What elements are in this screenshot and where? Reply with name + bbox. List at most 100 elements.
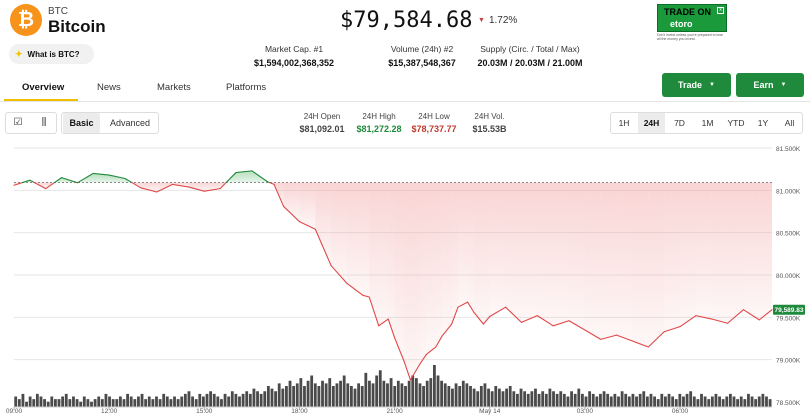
volume-bar bbox=[429, 378, 433, 407]
volume-bar bbox=[541, 391, 545, 407]
price-segment-up bbox=[108, 174, 126, 180]
red-area-segment bbox=[140, 182, 157, 193]
ohlc-value: $81,092.01 bbox=[299, 124, 345, 134]
red-area-segment bbox=[584, 182, 601, 340]
current-price-tag-label: 79,589.83 bbox=[775, 307, 804, 314]
etoro-ad[interactable]: TRADE ON etoro x Don't invest unless you… bbox=[657, 4, 727, 42]
volume-bar bbox=[750, 396, 754, 407]
volume-bar bbox=[689, 391, 693, 407]
volume-bar bbox=[490, 391, 494, 407]
volume-bar bbox=[443, 383, 447, 407]
ad-close-icon[interactable]: x bbox=[717, 7, 724, 14]
volume-bar bbox=[678, 393, 682, 407]
price-chart[interactable]: 81.500K 81.000K 80.500K 80.000K 79.500K 79.00… bbox=[0, 140, 810, 416]
volume-bar bbox=[386, 383, 389, 407]
volume-bar bbox=[707, 399, 711, 407]
price-segment-down bbox=[616, 334, 634, 342]
volume-bar bbox=[321, 380, 324, 407]
volume-bar bbox=[682, 396, 685, 407]
range-24h[interactable]: 24H bbox=[638, 113, 665, 133]
price-segment-down bbox=[520, 315, 538, 323]
price-segment-down bbox=[600, 334, 618, 340]
volume-bar bbox=[277, 383, 281, 407]
volume-bar bbox=[422, 386, 425, 407]
volume-24h-stat: 24H Vol. $15.53B bbox=[462, 112, 517, 134]
range-1h[interactable]: 1H bbox=[618, 118, 630, 128]
range-7d[interactable]: 7D bbox=[674, 118, 685, 128]
red-area-segment bbox=[569, 182, 585, 331]
volume-bar bbox=[216, 396, 220, 407]
x-tick-label: 06:00 bbox=[672, 408, 689, 415]
volume-bar bbox=[349, 386, 353, 407]
red-area-segment bbox=[188, 182, 205, 192]
time-range-group bbox=[610, 112, 803, 134]
range-all[interactable]: All bbox=[784, 118, 795, 128]
volume-bar bbox=[411, 375, 415, 407]
volume-bar bbox=[580, 393, 584, 407]
red-area-segment bbox=[664, 182, 681, 332]
volume-bar bbox=[360, 386, 364, 407]
tab-markets[interactable]: Markets bbox=[157, 82, 191, 93]
price-segment-down bbox=[172, 183, 189, 188]
volume-bar bbox=[46, 401, 50, 407]
mode-advanced[interactable]: Advanced bbox=[109, 118, 151, 128]
red-area-segment bbox=[388, 182, 395, 338]
y-tick-label: 78.500K bbox=[776, 400, 801, 407]
range-1y[interactable]: 1Y bbox=[757, 118, 769, 128]
earn-button[interactable]: Earn ▼ bbox=[736, 73, 804, 97]
ad-banner[interactable]: TRADE ON etoro x bbox=[657, 4, 727, 32]
red-area-segment bbox=[537, 182, 554, 326]
volume-bar bbox=[765, 396, 768, 407]
line-chart-icon[interactable]: ☑ bbox=[13, 117, 23, 128]
red-area-segment bbox=[616, 182, 633, 342]
trade-button[interactable]: Trade ▼ bbox=[662, 73, 731, 97]
volume-bar bbox=[245, 391, 249, 407]
volume-bar bbox=[458, 386, 462, 407]
red-area-segment bbox=[394, 182, 405, 362]
red-area-segment bbox=[521, 182, 538, 323]
volume-bar bbox=[14, 396, 18, 407]
volume-bar bbox=[588, 391, 592, 407]
range-1m[interactable]: 1M bbox=[701, 118, 714, 128]
volume-bar bbox=[476, 391, 480, 407]
tab-overview[interactable]: Overview bbox=[22, 82, 65, 93]
green-area-segment bbox=[109, 175, 126, 183]
price-segment-down bbox=[131, 181, 142, 189]
volume-bar bbox=[61, 396, 65, 407]
mode-basic[interactable]: Basic bbox=[63, 113, 100, 133]
volume-bar bbox=[303, 386, 306, 407]
volume-bar bbox=[122, 399, 126, 407]
price-segment-down bbox=[219, 181, 227, 190]
tab-platforms[interactable]: Platforms bbox=[226, 82, 267, 93]
range-ytd[interactable]: YTD bbox=[727, 118, 745, 128]
volume-bar bbox=[414, 378, 418, 407]
volume-bar bbox=[108, 396, 111, 407]
what-is-button[interactable]: ✦ What is BTC? bbox=[9, 44, 94, 64]
volume-bar bbox=[270, 388, 274, 407]
volume-bar bbox=[664, 396, 667, 407]
price-segment-down bbox=[505, 306, 522, 323]
volume-bar bbox=[400, 383, 404, 407]
volume-bar bbox=[115, 399, 119, 407]
green-area-segment bbox=[236, 170, 252, 183]
volume-bar bbox=[147, 396, 151, 407]
volume-bar bbox=[126, 393, 130, 407]
volume-bar bbox=[501, 391, 505, 407]
volume-bar bbox=[50, 396, 54, 407]
volume-bar bbox=[313, 383, 317, 407]
volume-bar bbox=[35, 393, 39, 407]
volume-bar bbox=[310, 375, 314, 407]
volume-bar bbox=[17, 399, 21, 407]
x-tick-label: 12:00 bbox=[101, 408, 118, 415]
volume-bar bbox=[624, 393, 628, 407]
volume-bar bbox=[205, 393, 209, 407]
tab-news[interactable]: News bbox=[97, 82, 121, 93]
chevron-down-icon: ▼ bbox=[709, 82, 715, 88]
volume-bar bbox=[692, 396, 696, 407]
volume-bar bbox=[660, 393, 664, 407]
volume-bar bbox=[248, 393, 252, 407]
volume-bar bbox=[79, 401, 83, 407]
y-tick-label: 80.000K bbox=[776, 273, 801, 280]
candlestick-icon[interactable]: ⫼ bbox=[41, 117, 47, 128]
price-segment-down bbox=[568, 320, 586, 331]
